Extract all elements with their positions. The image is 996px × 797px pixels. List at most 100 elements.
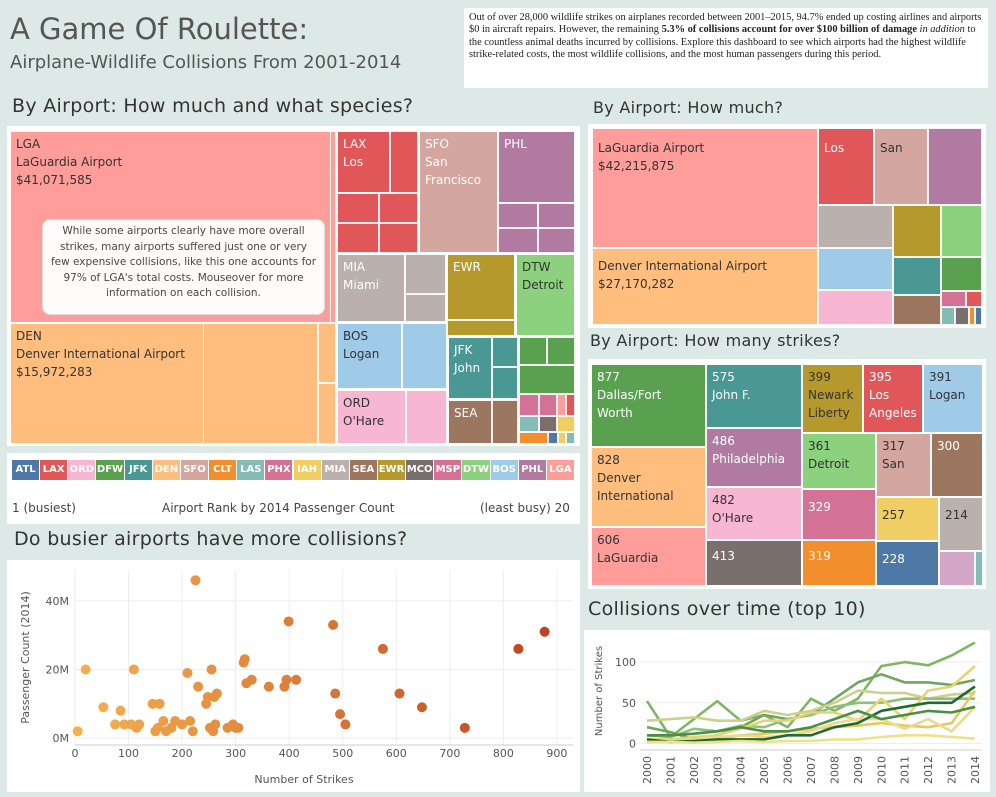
rank-pill-ord[interactable]: ORD	[68, 460, 96, 480]
treemap-ord-sub[interactable]	[406, 390, 447, 444]
rank-pill-sfo[interactable]: SFO	[180, 460, 209, 480]
treemap-las[interactable]	[519, 416, 539, 432]
strikes-atl[interactable]: 228	[876, 541, 939, 586]
scatter-point[interactable]	[394, 688, 405, 699]
scatter-point[interactable]	[283, 616, 294, 627]
treemap-lga-strip[interactable]	[330, 131, 336, 323]
scatter-point[interactable]	[158, 715, 169, 726]
treemap-clt[interactable]	[519, 432, 548, 444]
series-line[interactable]	[646, 689, 976, 722]
treemap-phl-sub[interactable]	[498, 203, 538, 228]
rank-pill-den[interactable]: DEN	[152, 460, 180, 480]
scatter-point[interactable]	[416, 702, 427, 713]
rank-pill-ewr[interactable]: EWR	[377, 460, 406, 480]
scatter-point[interactable]	[115, 705, 126, 716]
strikes-dtw[interactable]: 361 Detroit	[802, 433, 876, 489]
treemap-phl-sub[interactable]	[538, 228, 575, 253]
how-much-lga[interactable]: LaGuardia Airport $42,215,875	[592, 128, 818, 248]
strikes-ord[interactable]: 482 O'Hare	[706, 487, 802, 540]
strikes-ewr[interactable]: 399 Newark Liberty	[802, 364, 863, 433]
scatter-point[interactable]	[233, 722, 244, 733]
how-much-misc[interactable]	[966, 291, 982, 307]
how-much-phl[interactable]	[928, 128, 982, 205]
how-much-bos[interactable]	[818, 248, 893, 290]
scatter-point[interactable]	[239, 654, 250, 665]
scatter-point[interactable]	[153, 722, 163, 733]
strikes-iah[interactable]: 257	[876, 497, 939, 541]
scatter-point[interactable]	[187, 726, 198, 737]
rank-pill-mia[interactable]: MIA	[321, 460, 349, 480]
scatter-point[interactable]	[263, 681, 274, 692]
treemap-ewr[interactable]: EWR	[447, 254, 515, 320]
treemap-lax-sub[interactable]	[379, 223, 418, 253]
rank-pill-bos[interactable]: BOS	[490, 460, 518, 480]
treemap-mco[interactable]	[539, 416, 557, 432]
scatter-point[interactable]	[128, 664, 139, 675]
scatter-point[interactable]	[291, 674, 302, 685]
how-much-sea[interactable]	[893, 295, 941, 325]
treemap-sea-sub[interactable]	[492, 400, 518, 444]
series-line[interactable]	[647, 665, 976, 741]
scatter-point[interactable]	[210, 719, 221, 730]
rank-pill-sea[interactable]: SEA	[349, 460, 377, 480]
scatter-point[interactable]	[513, 643, 524, 654]
treemap-dtw[interactable]: DTW Detroit	[516, 254, 575, 336]
treemap-atl[interactable]	[548, 432, 558, 444]
treemap-dfw-sub[interactable]	[519, 365, 575, 394]
how-much-ewr[interactable]	[893, 205, 941, 257]
strikes-las[interactable]	[975, 551, 983, 586]
treemap-misc[interactable]	[558, 432, 566, 444]
strikes-sfo[interactable]: 317 San	[876, 433, 931, 497]
treemap-misc[interactable]	[566, 432, 575, 444]
treemap-den-sub[interactable]	[203, 323, 318, 444]
treemap-den-sub[interactable]	[318, 323, 336, 383]
rank-pill-atl[interactable]: ATL	[12, 460, 40, 480]
scatter-point[interactable]	[119, 719, 130, 730]
scatter-point[interactable]	[281, 674, 292, 685]
rank-pill-dfw[interactable]: DFW	[96, 460, 124, 480]
how-much-mia[interactable]	[818, 205, 893, 248]
treemap-lax[interactable]: LAX Los	[337, 131, 390, 193]
strikes-phx[interactable]: 329	[802, 489, 876, 540]
treemap-lax-sub[interactable]	[337, 193, 379, 223]
strikes-mco[interactable]: 413	[706, 540, 802, 586]
treemap-lax-sub[interactable]	[379, 193, 418, 223]
series-line[interactable]	[647, 734, 976, 744]
strikes-jfk[interactable]: 575 John F.	[706, 364, 802, 428]
scatter-point[interactable]	[459, 722, 470, 733]
how-much-phx[interactable]	[941, 291, 966, 307]
treemap-lax-sub[interactable]	[390, 131, 418, 193]
treemap-ord[interactable]: ORD O'Hare	[337, 390, 406, 444]
rank-pill-mco[interactable]: MCO	[406, 460, 434, 480]
treemap-msp[interactable]	[539, 394, 557, 416]
how-much-ord[interactable]	[818, 290, 893, 325]
scatter-point[interactable]	[147, 698, 158, 709]
strikes-den[interactable]: 828 Denver International	[591, 447, 706, 527]
scatter-point[interactable]	[246, 674, 257, 685]
treemap-phl-sub[interactable]	[538, 203, 575, 228]
rank-pill-lax[interactable]: LAX	[40, 460, 68, 480]
how-much-misc[interactable]	[969, 307, 975, 325]
how-much-dtw[interactable]	[941, 205, 982, 257]
rank-pill-msp[interactable]: MSP	[434, 460, 462, 480]
rank-pill-lga[interactable]: LGA	[546, 460, 574, 480]
strikes-sea[interactable]: 300	[931, 433, 983, 497]
treemap-sfo[interactable]: SFO San Francisco	[419, 131, 498, 253]
how-much-dfw[interactable]	[941, 257, 982, 291]
treemap-jfk-sub[interactable]	[492, 337, 518, 367]
how-much-jfk[interactable]	[893, 257, 941, 295]
treemap-lax-sub[interactable]	[337, 223, 379, 253]
treemap-phx[interactable]	[519, 394, 539, 416]
treemap-jfk[interactable]: JFK John	[448, 337, 492, 399]
treemap-jfk-sub[interactable]	[492, 367, 518, 399]
scatter-point[interactable]	[539, 626, 550, 637]
how-much-lax[interactable]: Los	[818, 128, 874, 205]
strikes-lax[interactable]: 395 Los Angeles	[863, 364, 923, 433]
rank-pill-las[interactable]: LAS	[237, 460, 265, 480]
series-line[interactable]	[646, 685, 976, 744]
scatter-point[interactable]	[72, 726, 83, 737]
rank-pill-clt[interactable]: CLT	[209, 460, 237, 480]
scatter-point[interactable]	[211, 688, 222, 699]
rank-pill-phx[interactable]: PHX	[265, 460, 293, 480]
scatter-point[interactable]	[177, 719, 188, 730]
